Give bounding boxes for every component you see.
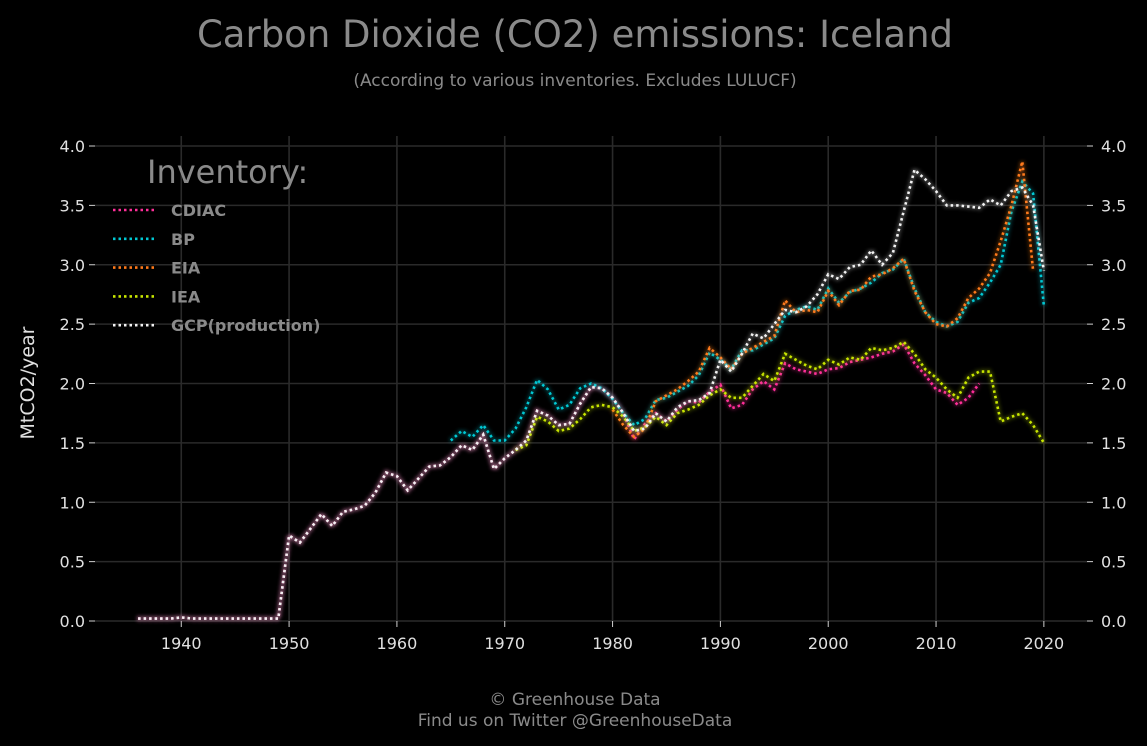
chart-subtitle: (According to various inventories. Exclu… <box>353 71 796 91</box>
y-axis-label: MtCO2/year <box>17 326 39 439</box>
y-tick-label-right: 1.0 <box>1101 493 1126 512</box>
footer-social: Find us on Twitter @GreenhouseData <box>418 711 733 731</box>
series-line-gcp-production <box>138 167 1046 620</box>
y-tick-label-left: 4.0 <box>60 137 85 156</box>
y-tick-label-right: 3.0 <box>1101 256 1126 275</box>
x-tick-label: 2020 <box>1024 634 1065 653</box>
y-tick-label-left: 1.5 <box>60 434 85 453</box>
y-tick-label-right: 2.0 <box>1101 375 1126 394</box>
legend-items: CDIAC BP EIA IEA GCP(production) <box>113 201 320 335</box>
series-line-iea <box>514 340 1046 452</box>
y-tick-label-right: 2.5 <box>1101 315 1126 334</box>
x-tick-label: 1950 <box>269 634 310 653</box>
y-tick-label-left: 3.5 <box>60 196 85 215</box>
y-tick-label-left: 0.5 <box>60 553 85 572</box>
y-tick-label-left: 0.0 <box>60 612 85 631</box>
legend-label-cdiac: CDIAC <box>171 201 226 220</box>
y-tick-label-right: 1.5 <box>1101 434 1126 453</box>
y-tick-label-right: 0.5 <box>1101 553 1126 572</box>
axes: 0.0 0.0 0.5 0.5 1.0 1.0 1.5 1.5 2.0 2.0 2.5 2.5 3.0 3… <box>60 137 1127 653</box>
series-line-bp <box>449 179 1046 442</box>
y-tick-label-left: 3.0 <box>60 256 85 275</box>
legend: Inventory: CDIAC BP EIA IEA GCP(production) <box>113 153 320 335</box>
y-tick-label-left: 2.5 <box>60 315 85 334</box>
x-tick-label: 2000 <box>808 634 849 653</box>
x-tick-label: 1970 <box>484 634 525 653</box>
series-lines <box>138 161 1046 620</box>
x-tick-label: 1940 <box>161 634 202 653</box>
y-tick-label-right: 3.5 <box>1101 196 1126 215</box>
x-tick-label: 2010 <box>916 634 957 653</box>
legend-label-eia: EIA <box>171 259 201 278</box>
x-tick-label: 1980 <box>592 634 633 653</box>
x-tick-label: 1990 <box>700 634 741 653</box>
y-tick-label-right: 0.0 <box>1101 612 1126 631</box>
legend-label-iea: IEA <box>171 287 201 306</box>
legend-label-bp: BP <box>171 230 195 249</box>
y-tick-label-left: 2.0 <box>60 375 85 394</box>
footer-copyright: © Greenhouse Data <box>489 690 660 710</box>
series-line-cdiac <box>138 342 981 620</box>
y-tick-label-right: 4.0 <box>1101 137 1126 156</box>
chart-title: Carbon Dioxide (CO2) emissions: Iceland <box>197 13 953 56</box>
x-tick-label: 1960 <box>377 634 418 653</box>
legend-title: Inventory: <box>147 153 308 191</box>
y-tick-label-left: 1.0 <box>60 493 85 512</box>
legend-label-gcp-production: GCP(production) <box>171 316 320 335</box>
